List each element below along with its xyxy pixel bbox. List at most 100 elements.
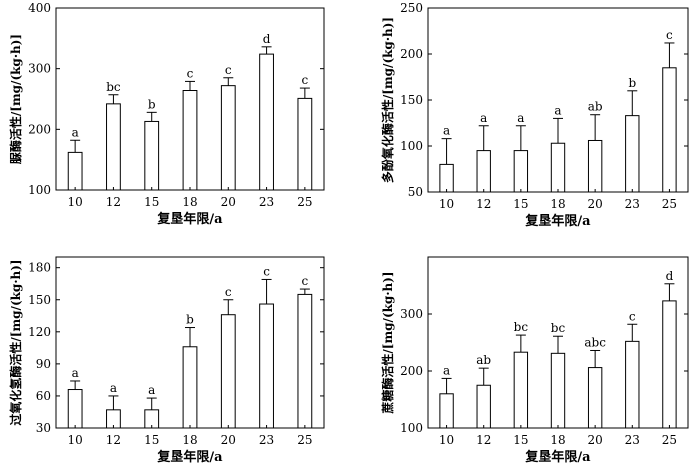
significance-letter: a xyxy=(72,366,79,380)
significance-letter: abc xyxy=(584,335,606,349)
significance-letter: bc xyxy=(514,320,529,334)
significance-letter: a xyxy=(443,124,450,138)
significance-letter: c xyxy=(263,264,270,278)
y-tick-label: 180 xyxy=(28,261,51,275)
x-tick-label: 15 xyxy=(513,197,528,211)
significance-letter: a xyxy=(110,381,117,395)
x-tick-label: 20 xyxy=(588,433,603,447)
bar xyxy=(297,97,313,191)
bar xyxy=(550,142,566,193)
x-tick-label: 12 xyxy=(476,197,491,211)
y-tick-label: 300 xyxy=(400,307,423,321)
significance-letter: d xyxy=(666,269,674,283)
significance-letter: c xyxy=(666,28,673,42)
bar xyxy=(476,150,491,193)
chart-panel-4: 100 200 300 a 10 ab 12 bc 15 bc 18 abc 20 c 23 d 25 复垦年限/… xyxy=(380,256,689,465)
x-axis-title: 复垦年限/a xyxy=(156,211,223,227)
bar xyxy=(144,120,160,191)
y-tick-label: 150 xyxy=(28,293,51,307)
bar xyxy=(220,314,236,429)
significance-letter: a xyxy=(480,111,487,125)
x-tick-label: 23 xyxy=(625,197,640,211)
chart-panel-1: 100 200 300 400 a 10 bc 12 b 15 c 18 c 20 d 23 c 25 复垦年限/a… xyxy=(8,1,325,227)
significance-letter: c xyxy=(225,285,232,299)
bar xyxy=(662,67,677,193)
x-tick-label: 25 xyxy=(662,433,677,447)
significance-letter: c xyxy=(225,63,232,77)
y-tick-label: 50 xyxy=(408,185,423,199)
y-tick-label: 250 xyxy=(400,1,423,15)
bar xyxy=(587,139,603,193)
y-tick-label: 90 xyxy=(36,357,51,371)
y-tick-label: 100 xyxy=(400,139,423,153)
x-tick-label: 25 xyxy=(297,195,312,209)
bar xyxy=(297,293,313,429)
y-tick-label: 100 xyxy=(400,421,423,435)
significance-letter: a xyxy=(72,125,79,139)
x-tick-label: 25 xyxy=(662,197,677,211)
bar xyxy=(476,384,491,429)
bar xyxy=(587,367,603,429)
bar xyxy=(662,300,677,429)
x-tick-label: 23 xyxy=(259,195,274,209)
significance-letter: c xyxy=(301,73,308,87)
x-tick-label: 10 xyxy=(68,195,83,209)
significance-letter: c xyxy=(187,66,194,80)
x-tick-label: 18 xyxy=(550,197,565,211)
x-axis-title: 复垦年限/a xyxy=(156,449,223,465)
significance-letter: b xyxy=(148,97,156,111)
y-tick-label: 400 xyxy=(28,1,51,15)
y-axis-title: 脲酶活性/[mg/(kg·h)] xyxy=(8,34,23,164)
significance-letter: b xyxy=(186,313,194,327)
x-tick-label: 10 xyxy=(439,433,454,447)
significance-letter: ab xyxy=(476,353,491,367)
significance-letter: bc xyxy=(106,80,121,94)
x-tick-label: 25 xyxy=(297,433,312,447)
x-tick-label: 20 xyxy=(221,195,236,209)
y-tick-label: 30 xyxy=(36,421,51,435)
x-tick-label: 20 xyxy=(221,433,236,447)
bar xyxy=(182,346,198,429)
y-axis-title: 过氧化氢酶活性/[mg/(kg·h)] xyxy=(8,259,23,425)
bar xyxy=(259,53,274,191)
bar xyxy=(550,352,566,429)
chart-panel-3: 30 60 90 120 150 180 a 10 a 12 a 15 b 18 c 20 c 23 c 25 复垦年限… xyxy=(8,256,325,465)
x-tick-label: 10 xyxy=(68,433,83,447)
x-tick-label: 15 xyxy=(144,195,159,209)
bar xyxy=(439,163,454,193)
x-tick-label: 15 xyxy=(144,433,159,447)
significance-letter: ab xyxy=(588,100,603,114)
significance-letter: a xyxy=(443,363,450,377)
x-tick-label: 23 xyxy=(625,433,640,447)
bar xyxy=(259,303,274,429)
x-tick-label: 18 xyxy=(550,433,565,447)
y-tick-label: 200 xyxy=(28,122,51,136)
x-axis-title: 复垦年限/a xyxy=(524,449,591,465)
y-tick-label: 100 xyxy=(28,183,51,197)
bar xyxy=(182,90,198,191)
x-tick-label: 15 xyxy=(513,433,528,447)
significance-letter: a xyxy=(554,103,561,117)
bar xyxy=(67,389,83,429)
x-axis-title: 复垦年限/a xyxy=(524,213,591,229)
x-tick-label: 12 xyxy=(476,433,491,447)
x-tick-label: 18 xyxy=(182,195,197,209)
bar xyxy=(625,340,640,429)
y-axis-title: 蔗糖酶活性/[mg/(kg·h)] xyxy=(380,271,395,414)
bar xyxy=(106,103,121,191)
y-tick-label: 200 xyxy=(400,364,423,378)
x-tick-label: 20 xyxy=(588,197,603,211)
x-tick-label: 10 xyxy=(439,197,454,211)
significance-letter: d xyxy=(263,32,271,46)
significance-letter: c xyxy=(629,309,636,323)
y-tick-label: 200 xyxy=(400,47,423,61)
x-tick-label: 23 xyxy=(259,433,274,447)
y-axis-title: 多酚氧化酶活性/[mg/(kg·h)] xyxy=(380,17,395,183)
x-tick-label: 12 xyxy=(106,433,121,447)
y-tick-label: 120 xyxy=(28,325,51,339)
bar xyxy=(513,150,529,193)
bar xyxy=(67,151,83,191)
significance-letter: a xyxy=(517,111,524,125)
x-tick-label: 12 xyxy=(106,195,121,209)
